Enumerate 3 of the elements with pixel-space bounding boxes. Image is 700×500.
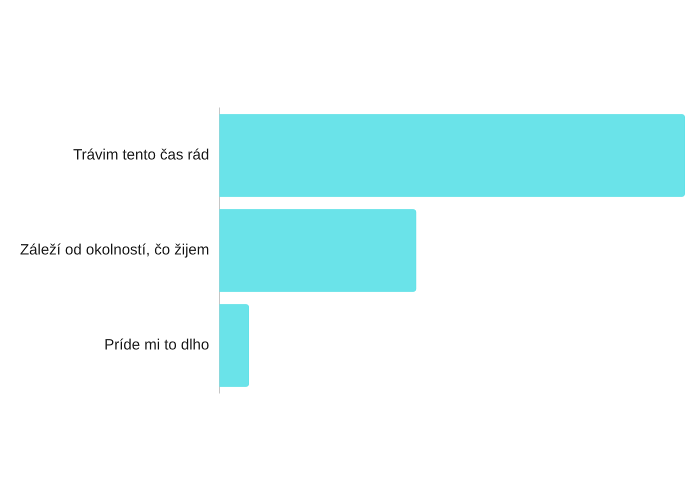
y-tick-label: Príde mi to dlho	[104, 336, 210, 354]
y-tick-label: Trávim tento čas rád	[73, 146, 210, 164]
y-tick-label: Záleží od okolností, čo žijem	[20, 242, 210, 259]
